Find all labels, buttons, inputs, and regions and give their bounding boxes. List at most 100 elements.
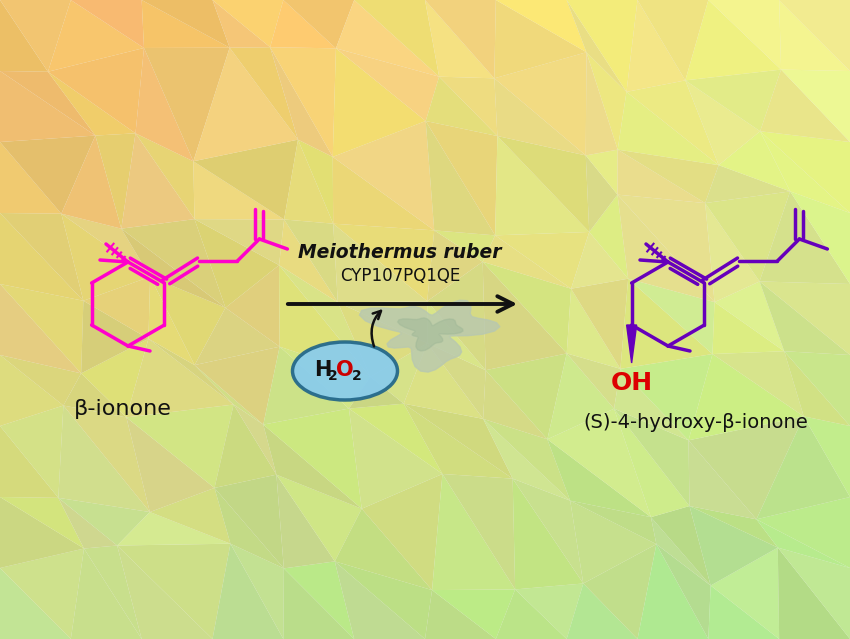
Polygon shape [0, 497, 84, 568]
Polygon shape [496, 0, 586, 52]
Polygon shape [348, 404, 443, 474]
Polygon shape [230, 544, 284, 639]
Polygon shape [225, 265, 280, 347]
Polygon shape [651, 506, 711, 585]
Polygon shape [483, 235, 571, 289]
Polygon shape [298, 140, 333, 224]
Polygon shape [135, 134, 195, 219]
Polygon shape [264, 424, 362, 509]
Polygon shape [778, 548, 850, 639]
Polygon shape [718, 131, 791, 192]
Polygon shape [426, 121, 495, 235]
Polygon shape [567, 583, 638, 639]
Polygon shape [434, 231, 495, 262]
Polygon shape [337, 301, 428, 343]
Polygon shape [483, 370, 547, 439]
Polygon shape [195, 308, 280, 365]
Polygon shape [0, 0, 71, 72]
Polygon shape [0, 497, 84, 548]
Polygon shape [0, 355, 64, 426]
Polygon shape [195, 347, 280, 424]
Polygon shape [117, 546, 212, 639]
Polygon shape [270, 47, 336, 157]
Polygon shape [547, 439, 651, 517]
Polygon shape [193, 48, 298, 161]
Polygon shape [0, 284, 81, 373]
Polygon shape [404, 404, 513, 479]
Text: β-ionone: β-ionone [74, 399, 172, 419]
Polygon shape [276, 475, 335, 569]
Polygon shape [270, 47, 332, 157]
Polygon shape [779, 0, 850, 71]
Polygon shape [626, 0, 685, 92]
Polygon shape [638, 544, 708, 639]
Polygon shape [432, 474, 515, 590]
Polygon shape [689, 506, 778, 585]
Polygon shape [688, 440, 756, 520]
Polygon shape [195, 365, 264, 424]
Text: OH: OH [610, 371, 653, 395]
Polygon shape [360, 300, 500, 372]
Polygon shape [589, 195, 628, 279]
Polygon shape [483, 419, 570, 500]
Polygon shape [567, 289, 620, 369]
Polygon shape [708, 585, 779, 639]
Polygon shape [279, 265, 371, 377]
Polygon shape [432, 589, 515, 639]
Polygon shape [150, 488, 230, 544]
Polygon shape [337, 302, 428, 377]
Polygon shape [428, 262, 485, 370]
Polygon shape [513, 479, 583, 589]
Polygon shape [212, 0, 270, 48]
Polygon shape [276, 475, 362, 562]
Polygon shape [332, 157, 434, 231]
Polygon shape [570, 500, 656, 583]
Polygon shape [354, 0, 439, 77]
Polygon shape [335, 562, 432, 639]
Polygon shape [335, 509, 432, 590]
Polygon shape [760, 131, 850, 213]
Polygon shape [333, 224, 434, 301]
Polygon shape [193, 161, 284, 219]
Polygon shape [283, 569, 354, 639]
Polygon shape [0, 568, 71, 639]
Polygon shape [618, 92, 718, 165]
Text: Meiothermus ruber: Meiothermus ruber [298, 242, 502, 261]
Polygon shape [117, 544, 230, 639]
Polygon shape [0, 426, 59, 498]
Polygon shape [0, 284, 83, 373]
Polygon shape [586, 52, 626, 150]
Polygon shape [48, 72, 135, 135]
Polygon shape [515, 583, 583, 639]
Polygon shape [685, 0, 781, 81]
Polygon shape [0, 71, 95, 135]
Polygon shape [620, 354, 712, 440]
Polygon shape [583, 544, 656, 639]
Polygon shape [495, 0, 586, 79]
Polygon shape [64, 373, 127, 417]
Polygon shape [264, 408, 362, 509]
Polygon shape [425, 0, 495, 79]
Polygon shape [617, 195, 715, 302]
Polygon shape [618, 150, 718, 203]
Polygon shape [614, 369, 688, 440]
Polygon shape [586, 52, 618, 155]
Polygon shape [685, 70, 781, 131]
Polygon shape [144, 48, 230, 161]
Polygon shape [756, 520, 850, 568]
Polygon shape [628, 279, 715, 354]
Polygon shape [127, 417, 214, 512]
Polygon shape [443, 474, 515, 589]
Polygon shape [571, 232, 628, 289]
Polygon shape [0, 213, 83, 301]
Polygon shape [95, 134, 135, 229]
Polygon shape [685, 81, 760, 165]
Polygon shape [439, 77, 497, 136]
Text: 2: 2 [328, 369, 337, 383]
Polygon shape [193, 140, 298, 219]
Polygon shape [284, 219, 337, 302]
Polygon shape [264, 347, 348, 424]
Polygon shape [513, 479, 583, 583]
Polygon shape [760, 192, 850, 284]
Polygon shape [122, 219, 225, 308]
